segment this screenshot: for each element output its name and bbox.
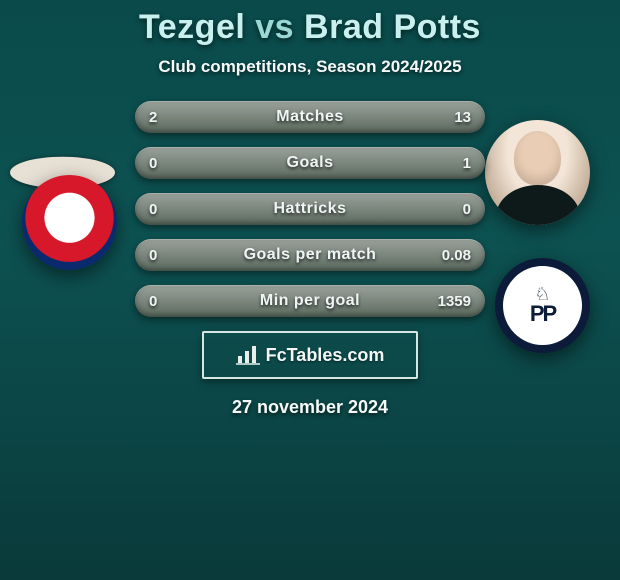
stat-label: Hattricks	[274, 200, 347, 218]
stat-label: Goals per match	[244, 246, 377, 264]
stat-row-matches: 2 Matches 13	[135, 101, 485, 133]
avatar-icon	[485, 120, 590, 225]
stat-left-value: 2	[149, 101, 157, 133]
stat-left-value: 0	[149, 147, 157, 179]
player2-name: Brad Potts	[304, 8, 481, 46]
stat-label: Matches	[276, 108, 344, 126]
player1-name: Tezgel	[139, 8, 245, 46]
stat-label: Min per goal	[260, 292, 360, 310]
season-subtitle: Club competitions, Season 2024/2025	[0, 57, 620, 77]
stat-right-value: 0.08	[442, 239, 471, 271]
stat-left-value: 0	[149, 285, 157, 317]
bar-chart-icon	[236, 345, 260, 365]
stat-row-hattricks: 0 Hattricks 0	[135, 193, 485, 225]
preston-badge-icon: ♘ PP	[495, 258, 590, 353]
stat-row-goals: 0 Goals 1	[135, 147, 485, 179]
player2-club-badge: ♘ PP	[495, 258, 590, 353]
stat-right-value: 13	[454, 101, 471, 133]
stat-row-min-per-goal: 0 Min per goal 1359	[135, 285, 485, 317]
stat-left-value: 0	[149, 193, 157, 225]
stoke-city-badge-icon	[22, 175, 117, 270]
stat-right-value: 1359	[438, 285, 471, 317]
player2-avatar	[485, 120, 590, 225]
stat-left-value: 0	[149, 239, 157, 271]
vs-separator: vs	[255, 8, 294, 46]
stat-right-value: 0	[463, 193, 471, 225]
stat-label: Goals	[287, 154, 334, 172]
stat-right-value: 1	[463, 147, 471, 179]
brand-text: FcTables.com	[266, 345, 385, 366]
comparison-card: Tezgel vs Brad Potts Club competitions, …	[0, 0, 620, 580]
preston-initials: PP	[503, 301, 582, 327]
player1-club-badge	[22, 175, 117, 270]
stats-table: 2 Matches 13 0 Goals 1 0 Hattricks 0 0 G…	[135, 101, 485, 317]
stat-row-goals-per-match: 0 Goals per match 0.08	[135, 239, 485, 271]
brand-box[interactable]: FcTables.com	[202, 331, 418, 379]
page-title: Tezgel vs Brad Potts	[0, 8, 620, 47]
comparison-date: 27 november 2024	[0, 397, 620, 418]
